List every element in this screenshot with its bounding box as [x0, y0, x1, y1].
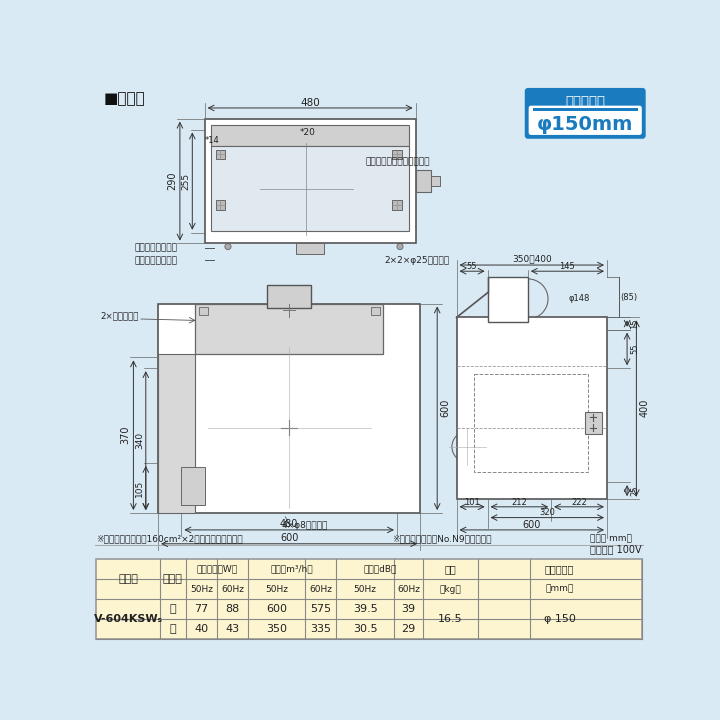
Bar — [199, 307, 208, 315]
Text: （mm）: （mm） — [546, 585, 574, 594]
Text: 形　名: 形 名 — [118, 574, 138, 584]
Bar — [431, 176, 441, 186]
Text: 風量（m³/h）: 風量（m³/h） — [271, 564, 314, 574]
Bar — [181, 467, 204, 505]
Text: *20: *20 — [300, 128, 315, 137]
Text: ※グリル開口面積は160cm²×2枚（フィルター部）: ※グリル開口面積は160cm²×2枚（フィルター部） — [96, 535, 243, 544]
Text: 88: 88 — [225, 604, 240, 614]
Circle shape — [225, 243, 231, 250]
Text: 55: 55 — [467, 262, 477, 271]
Text: V-604KSWₛ: V-604KSWₛ — [94, 614, 163, 624]
Bar — [456, 318, 607, 499]
Text: φ 150: φ 150 — [544, 614, 575, 624]
Text: 145: 145 — [559, 262, 575, 271]
Text: 320: 320 — [539, 508, 555, 518]
Text: 600: 600 — [266, 604, 287, 614]
Text: （kg）: （kg） — [439, 585, 462, 594]
Bar — [533, 108, 638, 111]
Text: 39: 39 — [402, 604, 415, 614]
Bar — [204, 119, 415, 243]
Text: 弱: 弱 — [170, 624, 176, 634]
Text: *14: *14 — [205, 136, 220, 145]
Text: 600: 600 — [280, 533, 298, 543]
Bar — [371, 307, 380, 315]
Text: 2×本体仮止穴: 2×本体仮止穴 — [100, 311, 139, 320]
Text: 接続パイプ: 接続パイプ — [545, 564, 575, 574]
Text: 105: 105 — [135, 480, 144, 497]
Text: 電源電圧 100V: 電源電圧 100V — [590, 544, 642, 554]
Text: 接続パイプ: 接続パイプ — [565, 95, 606, 108]
Text: 29: 29 — [402, 624, 415, 634]
Circle shape — [397, 243, 403, 250]
Text: 60Hz: 60Hz — [221, 585, 244, 594]
FancyBboxPatch shape — [525, 88, 646, 139]
Text: ■外形図: ■外形図 — [104, 91, 145, 107]
Text: 50Hz: 50Hz — [354, 585, 377, 594]
Bar — [215, 150, 225, 159]
Text: φ148: φ148 — [569, 294, 590, 303]
Text: 600: 600 — [523, 521, 541, 531]
Circle shape — [284, 422, 294, 433]
Text: 消費電力（W）: 消費電力（W） — [197, 564, 238, 574]
Text: 50Hz: 50Hz — [190, 585, 213, 594]
Text: 290: 290 — [167, 172, 177, 190]
Text: 25: 25 — [630, 485, 639, 496]
Text: 335: 335 — [310, 624, 331, 634]
Text: 101: 101 — [464, 498, 480, 507]
Text: 43: 43 — [225, 624, 240, 634]
Text: ※色調はマンセルNo.N9（近似色）: ※色調はマンセルNo.N9（近似色） — [392, 535, 492, 544]
Bar — [267, 285, 311, 308]
Text: 騒音（dB）: 騒音（dB） — [363, 564, 397, 574]
Text: 4×φ8取付用穴: 4×φ8取付用穴 — [282, 521, 328, 530]
Text: ノッチ: ノッチ — [163, 574, 183, 584]
Text: ＊はダクト接続口可動寸法: ＊はダクト接続口可動寸法 — [366, 158, 431, 166]
Text: 575: 575 — [310, 604, 331, 614]
Text: 370: 370 — [121, 426, 130, 444]
Text: 60Hz: 60Hz — [310, 585, 333, 594]
Text: 39.5: 39.5 — [353, 604, 377, 614]
Bar — [296, 243, 324, 254]
Bar — [211, 125, 409, 146]
Text: 16.5: 16.5 — [438, 614, 463, 624]
Text: 340: 340 — [135, 432, 144, 449]
Text: 30.5: 30.5 — [353, 624, 377, 634]
Text: 2×2×φ25天吹用穴: 2×2×φ25天吹用穴 — [384, 256, 449, 265]
Bar — [211, 146, 409, 231]
Text: 右・左配管の場合: 右・左配管の場合 — [135, 256, 178, 265]
Bar — [474, 374, 588, 472]
Text: 77: 77 — [194, 604, 209, 614]
Text: 212: 212 — [511, 498, 527, 507]
Bar — [415, 171, 431, 192]
Bar — [215, 200, 225, 210]
Text: 222: 222 — [571, 498, 587, 507]
Text: 480: 480 — [280, 518, 298, 528]
Text: 15: 15 — [630, 318, 639, 329]
Bar — [158, 304, 420, 513]
Text: 400: 400 — [639, 399, 649, 418]
Text: 後・上配管の場合: 後・上配管の場合 — [135, 243, 178, 253]
Text: φ150mm: φ150mm — [537, 114, 634, 134]
Text: 55: 55 — [630, 343, 639, 354]
Text: (85): (85) — [620, 293, 637, 302]
Text: 60Hz: 60Hz — [397, 585, 420, 594]
FancyBboxPatch shape — [528, 106, 642, 135]
Bar — [158, 354, 195, 513]
Text: 40: 40 — [194, 624, 209, 634]
Text: 255: 255 — [181, 173, 191, 189]
Text: 350～400: 350～400 — [512, 254, 552, 264]
Bar — [195, 304, 383, 354]
Text: （単位 mm）: （単位 mm） — [590, 535, 631, 544]
Bar — [585, 412, 602, 433]
Bar — [392, 200, 402, 210]
Text: 480: 480 — [300, 98, 320, 107]
Bar — [487, 277, 528, 322]
Bar — [96, 559, 642, 639]
Text: 50Hz: 50Hz — [265, 585, 288, 594]
Text: 600: 600 — [440, 399, 450, 418]
Bar — [392, 150, 402, 159]
Bar — [96, 559, 642, 639]
Text: 質量: 質量 — [444, 564, 456, 574]
Text: 強: 強 — [170, 604, 176, 614]
Text: 350: 350 — [266, 624, 287, 634]
